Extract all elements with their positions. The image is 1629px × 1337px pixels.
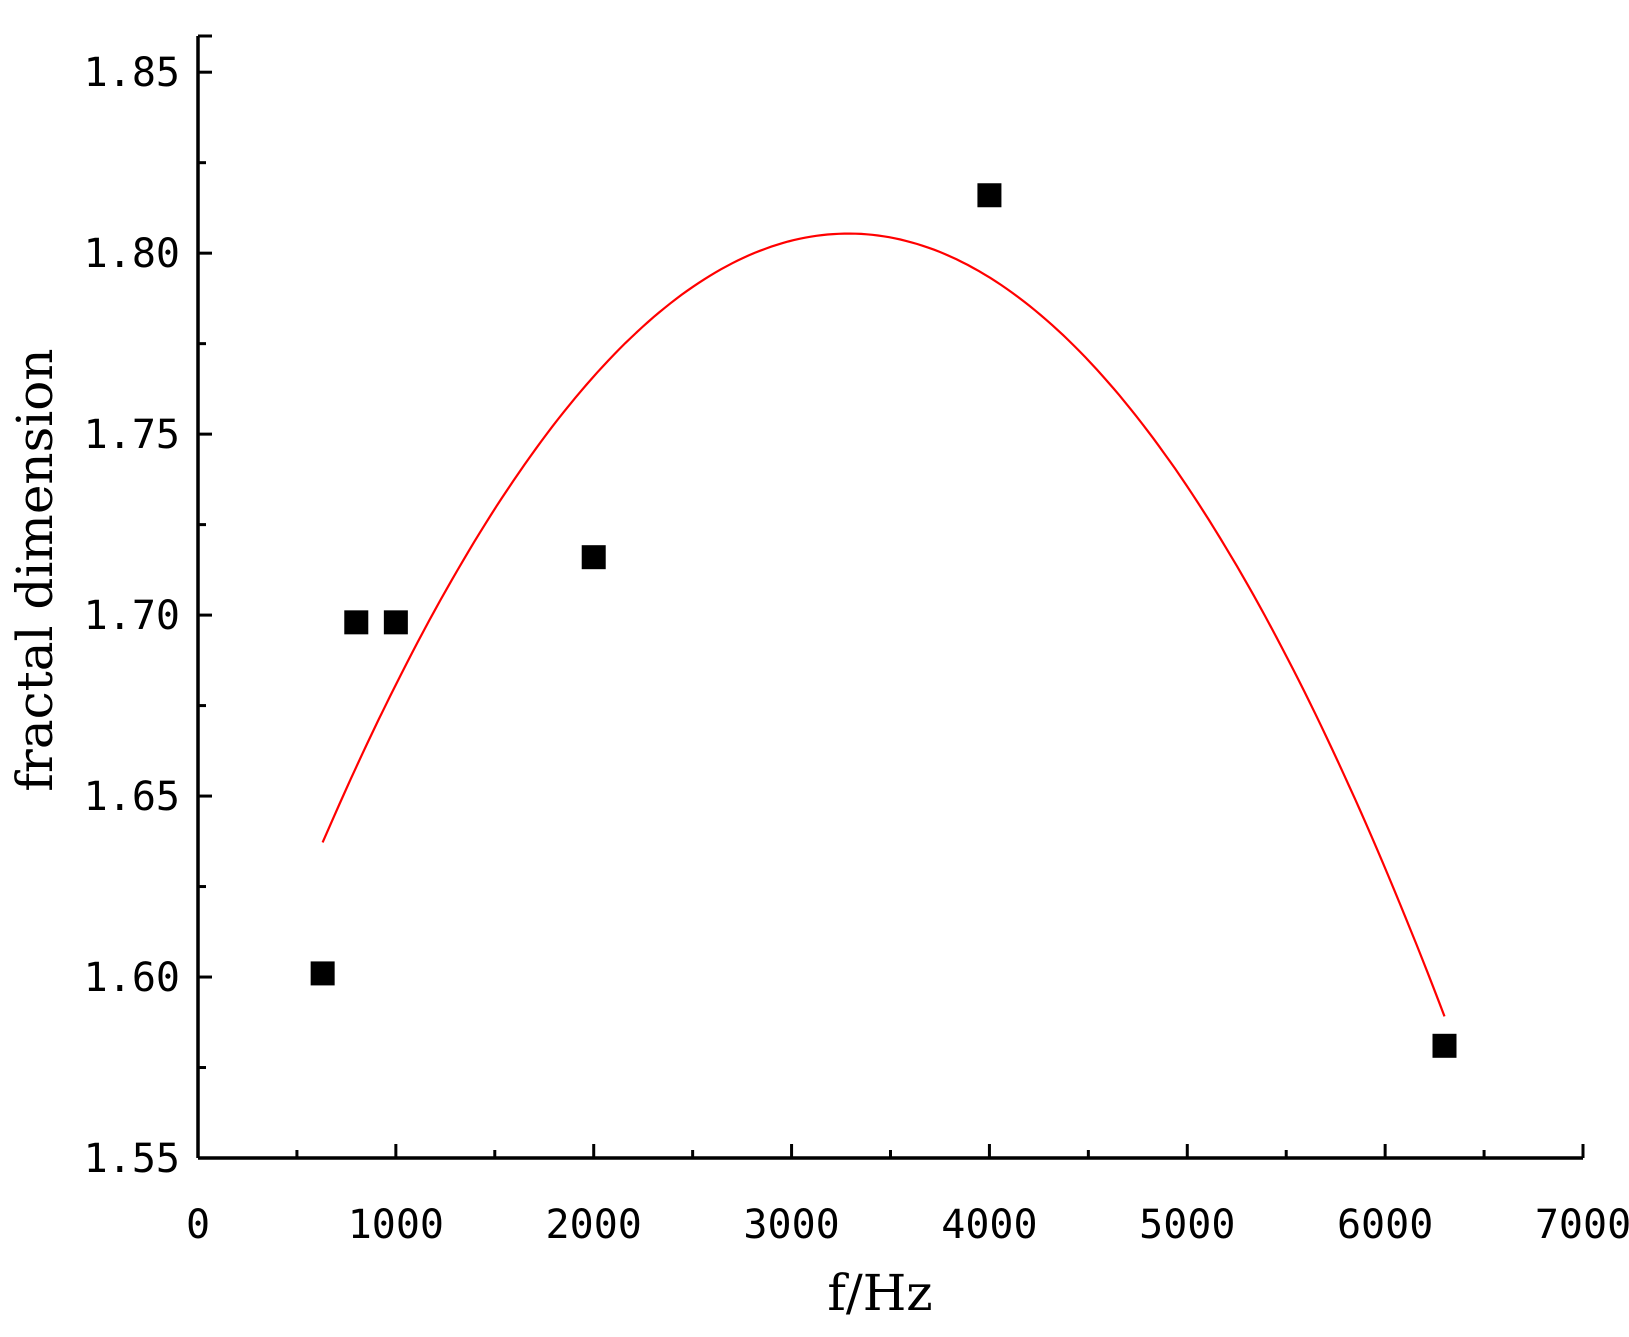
y-tick-label: 1.70 — [84, 593, 180, 639]
data-point — [977, 183, 1002, 208]
data-point — [344, 610, 369, 635]
data-point — [383, 610, 408, 635]
x-tick-label: 5000 — [1139, 1202, 1235, 1248]
fit-curve — [321, 232, 1446, 1017]
data-points — [310, 183, 1457, 1058]
data-point — [310, 961, 335, 986]
x-axis-title: f/Hz — [827, 1264, 932, 1322]
axis-tick-labels: 1.55 1.60 1.65 1.70 1.75 1.80 1.85 0 1000 2000 300… — [84, 50, 1629, 1248]
axis-ticks — [196, 34, 1585, 1158]
x-tick-label: 0 — [186, 1202, 210, 1248]
data-point — [1432, 1033, 1457, 1058]
x-tick-label: 1000 — [348, 1202, 444, 1248]
x-tick-label: 7000 — [1535, 1202, 1629, 1248]
x-tick-label: 3000 — [743, 1202, 839, 1248]
y-tick-label: 1.85 — [84, 50, 180, 96]
y-axis-title: fractal dimension — [6, 348, 64, 791]
y-tick-label: 1.60 — [84, 955, 180, 1001]
y-tick-label: 1.80 — [84, 231, 180, 277]
x-tick-label: 2000 — [546, 1202, 642, 1248]
data-point — [581, 545, 606, 570]
x-tick-label: 6000 — [1337, 1202, 1433, 1248]
y-tick-label: 1.75 — [84, 412, 180, 458]
y-tick-label: 1.55 — [84, 1136, 180, 1182]
x-tick-label: 4000 — [941, 1202, 1037, 1248]
y-tick-label: 1.65 — [84, 774, 180, 820]
